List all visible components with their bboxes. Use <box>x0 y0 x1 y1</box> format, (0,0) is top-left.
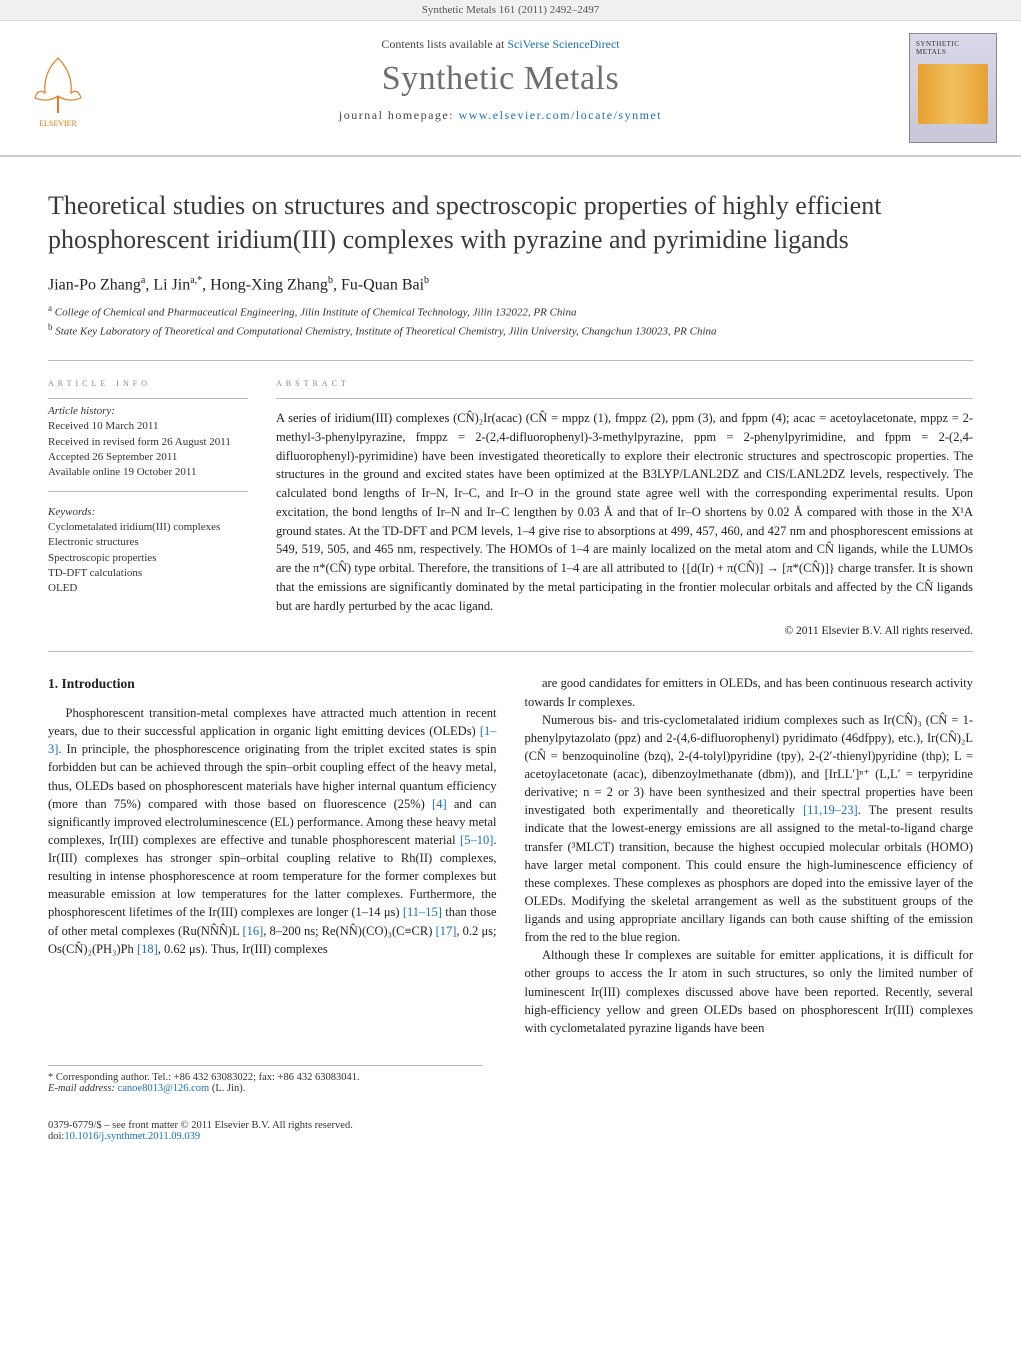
publisher-logo-slot: ELSEVIER <box>18 33 98 143</box>
history-line: Available online 19 October 2011 <box>48 465 248 480</box>
doi-label: doi: <box>48 1131 64 1142</box>
doi-line: doi:10.1016/j.synthmet.2011.09.039 <box>48 1131 973 1142</box>
journal-cover-slot: SYNTHETIC METALS <box>903 33 1003 143</box>
keywords-lines: Cyclometalated iridium(III) complexesEle… <box>48 520 248 597</box>
corr-email-line: E-mail address: canoe8013@126.com (L. Ji… <box>48 1083 483 1094</box>
body-paragraph: Phosphorescent transition-metal complexe… <box>48 704 497 958</box>
article-info-column: ARTICLE INFO Article history: Received 1… <box>48 375 248 637</box>
abstract-column: ABSTRACT A series of iridium(III) comple… <box>276 375 973 637</box>
contents-available-line: Contents lists available at SciVerse Sci… <box>108 37 893 52</box>
abstract-divider <box>276 398 973 399</box>
page-footer: 0379-6779/$ – see front matter © 2011 El… <box>0 1114 1021 1160</box>
ref-link[interactable]: [11,19–23] <box>803 803 858 817</box>
homepage-prefix: journal homepage: <box>339 108 459 122</box>
ref-link[interactable]: [18] <box>137 942 158 956</box>
doi-link[interactable]: 10.1016/j.synthmet.2011.09.039 <box>64 1131 200 1142</box>
affiliation-a: a College of Chemical and Pharmaceutical… <box>48 302 973 321</box>
sciencedirect-link[interactable]: SciVerse ScienceDirect <box>507 37 619 51</box>
page-header-citation: Synthetic Metals 161 (2011) 2492–2497 <box>0 0 1021 21</box>
article-title: Theoretical studies on structures and sp… <box>48 189 973 257</box>
journal-cover-title: SYNTHETIC METALS <box>916 40 990 56</box>
abstract-text: A series of iridium(III) complexes (CN̂)… <box>276 409 973 615</box>
history-line: Received 10 March 2011 <box>48 419 248 434</box>
abstract-head: ABSTRACT <box>276 375 973 390</box>
body-two-column: 1. Introduction Phosphorescent transitio… <box>48 674 973 1037</box>
keyword-line: TD-DFT calculations <box>48 566 248 581</box>
section-heading-1: 1. Introduction <box>48 674 497 694</box>
journal-homepage-link[interactable]: www.elsevier.com/locate/synmet <box>459 108 663 122</box>
keyword-line: OLED <box>48 581 248 596</box>
contents-prefix: Contents lists available at <box>381 37 507 51</box>
masthead-center: Contents lists available at SciVerse Sci… <box>98 33 903 143</box>
body-right-paras: are good candidates for emitters in OLED… <box>525 674 974 1037</box>
email-who: (L. Jin). <box>212 1083 246 1094</box>
divider-bottom <box>48 651 973 652</box>
issn-line: 0379-6779/$ – see front matter © 2011 El… <box>48 1120 973 1131</box>
keywords-title: Keywords: <box>48 506 248 518</box>
body-left-paras: Phosphorescent transition-metal complexe… <box>48 704 497 958</box>
body-col-right: are good candidates for emitters in OLED… <box>525 674 974 1037</box>
journal-title: Synthetic Metals <box>108 60 893 98</box>
history-lines: Received 10 March 2011Received in revise… <box>48 419 248 481</box>
svg-text:ELSEVIER: ELSEVIER <box>39 119 77 128</box>
divider-top <box>48 360 973 361</box>
history-title: Article history: <box>48 405 248 417</box>
info-divider <box>48 398 248 399</box>
ref-link[interactable]: [4] <box>432 797 447 811</box>
ref-link[interactable]: [11–15] <box>403 905 442 919</box>
authors-line: Jian-Po Zhanga, Li Jina,*, Hong-Xing Zha… <box>48 275 973 294</box>
masthead: ELSEVIER Contents lists available at Sci… <box>0 21 1021 157</box>
body-col-left: 1. Introduction Phosphorescent transitio… <box>48 674 497 1037</box>
article-body: Theoretical studies on structures and sp… <box>0 157 1021 1114</box>
elsevier-tree-logo: ELSEVIER <box>23 48 93 128</box>
ref-link[interactable]: [17] <box>436 924 457 938</box>
article-info-head: ARTICLE INFO <box>48 375 248 390</box>
history-line: Accepted 26 September 2011 <box>48 450 248 465</box>
keyword-line: Spectroscopic properties <box>48 551 248 566</box>
email-label: E-mail address: <box>48 1083 115 1094</box>
abstract-copyright: © 2011 Elsevier B.V. All rights reserved… <box>276 625 973 637</box>
ref-link[interactable]: [5–10] <box>460 833 493 847</box>
body-paragraph: are good candidates for emitters in OLED… <box>525 674 974 710</box>
ref-link[interactable]: [1–3] <box>48 724 497 756</box>
journal-cover-image <box>918 64 988 124</box>
info-divider-2 <box>48 491 248 492</box>
corresponding-footnote: * Corresponding author. Tel.: +86 432 63… <box>48 1065 483 1094</box>
ref-link[interactable]: [16] <box>242 924 263 938</box>
info-abstract-row: ARTICLE INFO Article history: Received 1… <box>48 375 973 637</box>
affiliations: a College of Chemical and Pharmaceutical… <box>48 302 973 340</box>
body-paragraph: Numerous bis- and tris-cyclometalated ir… <box>525 711 974 947</box>
journal-homepage-line: journal homepage: www.elsevier.com/locat… <box>108 108 893 123</box>
history-line: Received in revised form 26 August 2011 <box>48 435 248 450</box>
keyword-line: Cyclometalated iridium(III) complexes <box>48 520 248 535</box>
corr-author-line: * Corresponding author. Tel.: +86 432 63… <box>48 1072 483 1083</box>
corr-email-link[interactable]: canoe8013@126.com <box>118 1083 210 1094</box>
body-paragraph: Although these Ir complexes are suitable… <box>525 946 974 1037</box>
affiliation-b: b State Key Laboratory of Theoretical an… <box>48 321 973 340</box>
keyword-line: Electronic structures <box>48 535 248 550</box>
journal-cover-thumbnail: SYNTHETIC METALS <box>909 33 997 143</box>
